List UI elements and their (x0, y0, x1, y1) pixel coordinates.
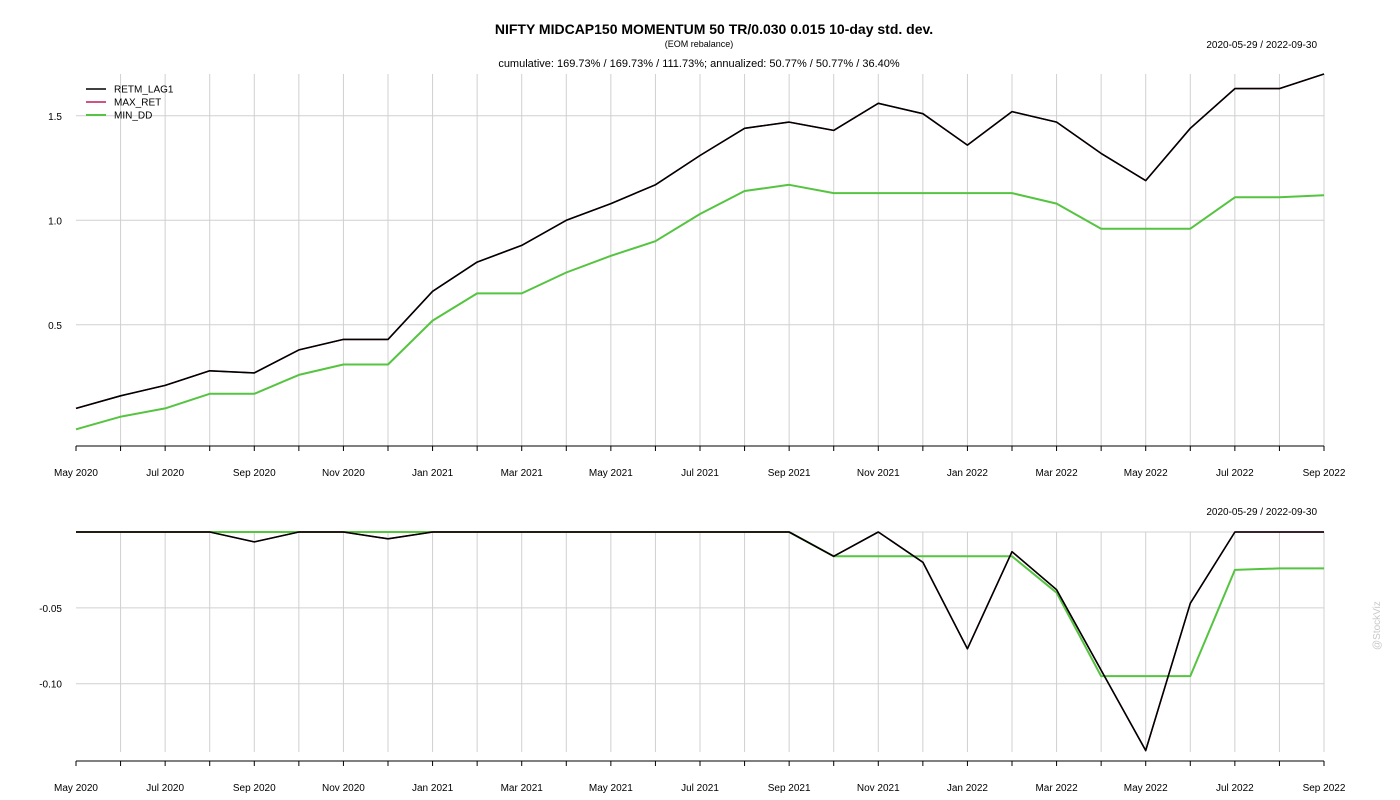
date-range-top: 2020-05-29 / 2022-09-30 (1206, 40, 1317, 51)
x-tick-label: Sep 2022 (1303, 783, 1346, 794)
x-tick-label: Jul 2020 (146, 783, 184, 794)
x-tick-label: Mar 2021 (501, 468, 544, 479)
x-tick-label: Jul 2022 (1216, 783, 1254, 794)
y-tick-label: -0.05 (39, 604, 62, 615)
chart-subtitle: (EOM rebalance) (664, 39, 734, 49)
x-tick-label: Jul 2022 (1216, 468, 1254, 479)
x-tick-label: May 2021 (589, 783, 633, 794)
series-line-retm-lag1 (76, 531, 1324, 752)
legend-label: MAX_RET (114, 98, 161, 109)
x-tick-label: May 2022 (1124, 468, 1168, 479)
x-tick-label: May 2020 (54, 468, 98, 479)
x-tick-label: Sep 2022 (1303, 468, 1346, 479)
series-line-retm-lag1 (75, 73, 1325, 410)
x-tick-label: Jan 2021 (412, 468, 454, 479)
x-tick-label: Nov 2021 (857, 783, 900, 794)
legend: RETM_LAG1 MAX_RET MIN_DD (86, 85, 174, 122)
x-tick-label: Jul 2020 (146, 468, 184, 479)
y-tick-label: -0.10 (39, 680, 62, 691)
chart-title: NIFTY MIDCAP150 MOMENTUM 50 TR/0.030 0.0… (494, 21, 934, 37)
x-tick-label: Nov 2020 (322, 783, 365, 794)
x-tick-label: Jan 2021 (412, 783, 454, 794)
x-tick-label: Sep 2020 (233, 783, 276, 794)
y-tick-label: 1.5 (48, 112, 62, 123)
cumulative-panel: 0.5 1.0 1.5 May 2020 Jul 2020 Sep 2020 Nov 202… (48, 73, 1346, 479)
x-tick-label: Nov 2020 (322, 468, 365, 479)
x-tick-label: Jul 2021 (681, 783, 719, 794)
x-tick-label: May 2022 (1124, 783, 1168, 794)
x-tick-label: Mar 2021 (501, 783, 544, 794)
y-tick-label: 1.0 (48, 216, 62, 227)
x-tick-label: Mar 2022 (1035, 783, 1078, 794)
performance-stats: cumulative: 169.73% / 169.73% / 111.73%;… (498, 58, 900, 70)
x-tick-label: Sep 2020 (233, 468, 276, 479)
x-tick-label: May 2020 (54, 783, 98, 794)
x-tick-label: Jan 2022 (947, 783, 989, 794)
drawdown-panel: -0.05 -0.10 May 2020 Jul 2020 Sep 2020 Nov 20… (39, 531, 1346, 794)
date-range-bottom: 2020-05-29 / 2022-09-30 (1206, 507, 1317, 518)
x-tick-label: Mar 2022 (1035, 468, 1078, 479)
x-tick-label: May 2021 (589, 468, 633, 479)
x-tick-label: Jul 2021 (681, 468, 719, 479)
x-tick-label: Jan 2022 (947, 468, 989, 479)
series-line-min-dd (75, 183, 1325, 431)
x-tick-label: Sep 2021 (768, 468, 811, 479)
legend-label: MIN_DD (114, 111, 152, 122)
legend-label: RETM_LAG1 (114, 85, 174, 96)
y-tick-label: 0.5 (48, 321, 62, 332)
x-tick-label: Nov 2021 (857, 468, 900, 479)
x-tick-label: Sep 2021 (768, 783, 811, 794)
